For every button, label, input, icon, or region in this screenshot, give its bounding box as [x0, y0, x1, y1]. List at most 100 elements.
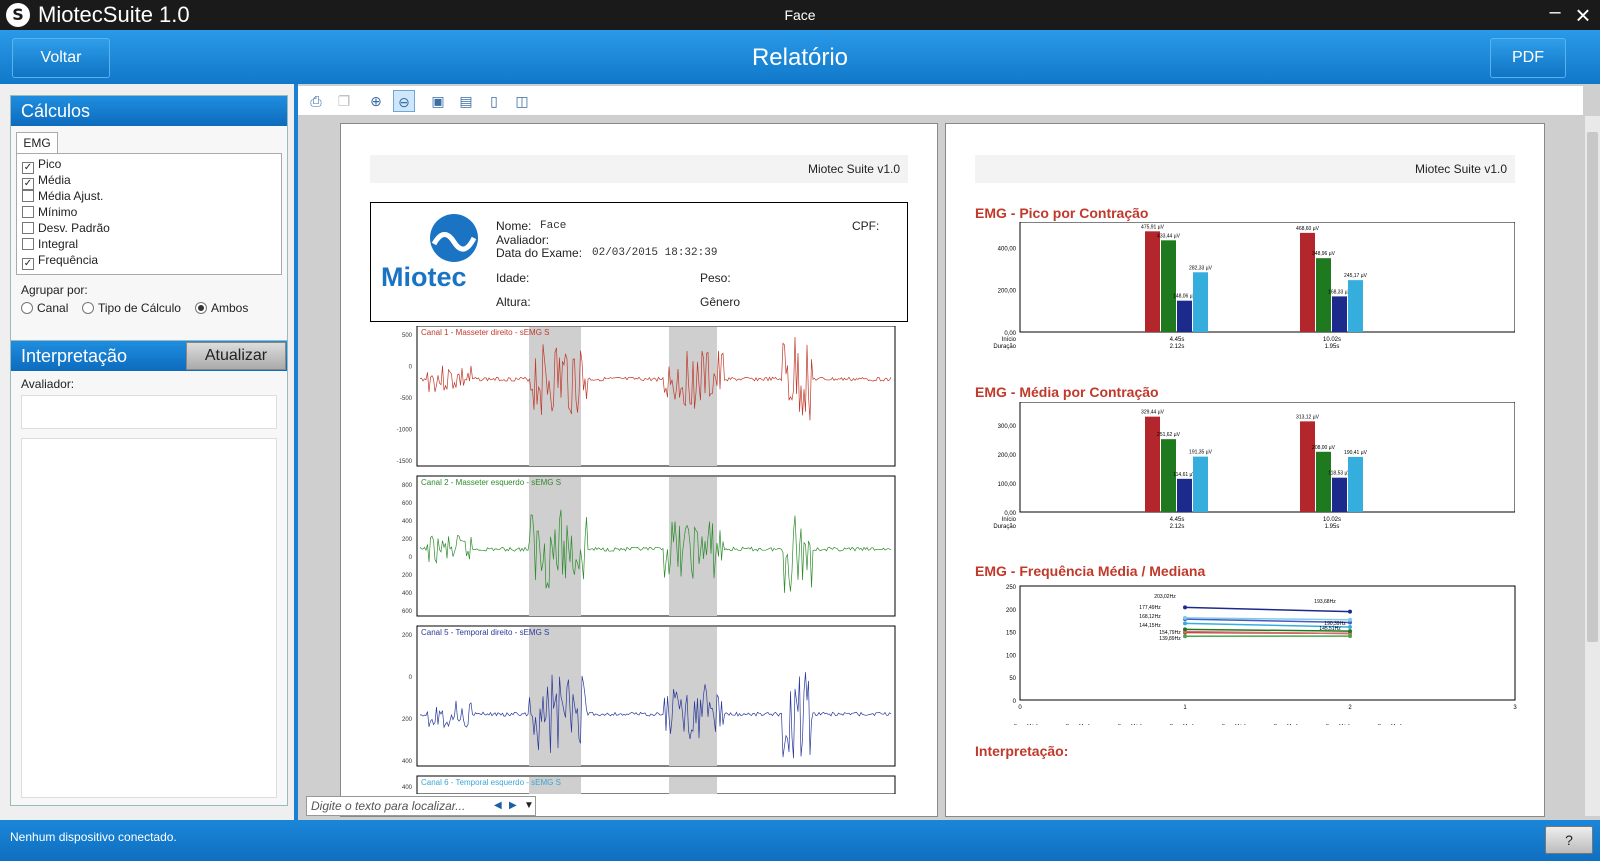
search-options-icon[interactable]: ▼ [524, 800, 534, 811]
avaliador-info-label: Avaliador: [496, 233, 550, 247]
bar [1161, 240, 1176, 332]
single-page-icon[interactable]: ▯ [490, 93, 498, 109]
option-label: Média Ajust. [38, 189, 104, 203]
group-option-label: Ambos [211, 301, 249, 315]
legend-label: Freq. Média [1222, 724, 1249, 725]
tick-label: 0 [409, 555, 413, 561]
data-point [1348, 620, 1352, 625]
agrupar-label: Agrupar por: [21, 283, 88, 297]
group-option-1[interactable]: Tipo de Cálculo [82, 301, 181, 315]
checkbox-icon[interactable] [22, 222, 34, 234]
channel-panel: Canal 5 - Temporal direito - sEMG S 200 0 2… [402, 625, 896, 767]
series-line [1184, 606, 1351, 613]
bar [1145, 416, 1160, 512]
group-option-2[interactable]: Ambos [195, 301, 248, 315]
option-5[interactable]: Integral [22, 237, 78, 253]
print-icon[interactable]: ⎙ [310, 93, 322, 109]
checkbox-icon[interactable]: ✓ [22, 258, 34, 270]
option-1[interactable]: ✓ Média [22, 173, 71, 190]
row-label: Duração [993, 524, 1016, 530]
zoom-in-icon[interactable]: ⊕ [370, 93, 382, 109]
copy-icon[interactable]: ❐ [337, 93, 351, 109]
tick-label: 400 [402, 519, 413, 525]
series-line [1184, 618, 1351, 624]
back-button[interactable]: Voltar [12, 38, 110, 78]
category-sublabel: 1.95s [1325, 524, 1340, 530]
status-text: Nenhum dispositivo conectado. [10, 830, 177, 844]
y-tick-label: 200,00 [998, 453, 1017, 459]
bar [1193, 272, 1208, 332]
data-point [1348, 629, 1352, 634]
zoom-out-icon[interactable]: ⊖ [393, 90, 415, 112]
option-label: Média [38, 173, 71, 187]
page-title: Relatório [751, 44, 849, 71]
y-tick-label: 250 [1006, 585, 1017, 591]
checkbox-icon[interactable]: ✓ [22, 178, 34, 190]
radio-icon[interactable] [21, 302, 33, 314]
avaliador-input[interactable] [21, 395, 277, 429]
miotec-logo-text: Miotec [381, 262, 467, 292]
help-button[interactable]: ? [1545, 826, 1593, 854]
radio-icon[interactable] [195, 302, 207, 314]
legend-label: Freq. Média [1118, 724, 1145, 725]
option-6[interactable]: ✓ Frequência [22, 253, 98, 270]
data-exame-label: Data do Exame: [496, 246, 583, 260]
bar-value-label: 191,35 µV [1189, 450, 1213, 456]
option-0[interactable]: ✓ Pico [22, 157, 61, 174]
calculos-title: Cálculos [11, 96, 287, 126]
pico-chart: 400,00 200,00 0,00 475,91 µV 433,44 µV 148,06… [993, 222, 1515, 350]
emg-trace [419, 509, 892, 593]
page-header: Miotec Suite v1.0 [370, 155, 908, 183]
checkbox-icon[interactable] [22, 238, 34, 250]
group-option-0[interactable]: Canal [21, 301, 68, 315]
atualizar-button[interactable]: Atualizar [186, 342, 286, 370]
y-tick-label: 0 [1013, 699, 1017, 705]
channel-title: Canal 1 - Masseter direito - sEMG S [421, 328, 549, 337]
genero-label: Gênero [700, 295, 741, 309]
emg-trace [419, 672, 892, 759]
option-4[interactable]: Desv. Padrão [22, 221, 110, 237]
checkbox-icon[interactable] [22, 206, 34, 218]
minimize-button[interactable]: – [1549, 1, 1561, 23]
peso-label: Peso: [700, 271, 731, 285]
contraction-band [669, 327, 717, 466]
option-label: Desv. Padrão [38, 221, 110, 235]
radio-icon[interactable] [82, 302, 94, 314]
y-tick-label: 0,00 [1004, 511, 1016, 517]
channel-title: Canal 5 - Temporal direito - sEMG S [421, 628, 549, 637]
search-prev-icon[interactable]: ◀ [494, 800, 502, 811]
pdf-button[interactable]: PDF [1490, 38, 1566, 78]
legend-label: Freq. Mediana [1378, 724, 1410, 725]
data-point [1348, 625, 1352, 630]
bar [1193, 456, 1208, 512]
option-3[interactable]: Mínimo [22, 205, 77, 221]
channel-panel: Canal 1 - Masseter direito - sEMG S 500 0 -… [397, 326, 896, 467]
emg-signals: Canal 1 - Masseter direito - sEMG S 500 0 -… [397, 326, 896, 794]
bar-value-label: 468,60 µV [1296, 226, 1320, 232]
scrollbar-thumb[interactable] [1587, 132, 1598, 642]
row-label: Início [1002, 337, 1017, 343]
freq-chart: 250 200 150 100 50 00 1 2 3 Freq. Média Freq. Medi… [1006, 585, 1517, 725]
tick-label: 200 [402, 573, 413, 579]
close-button[interactable]: × [1575, 0, 1591, 30]
calculos-options-box [16, 153, 282, 275]
point-label: 193,68Hz [1314, 599, 1336, 605]
interpretacao-textarea[interactable] [21, 438, 277, 798]
legend-label: Freq. Média [1326, 724, 1353, 725]
legend-label: Freq. Mediana [1170, 724, 1202, 725]
checkbox-icon[interactable]: ✓ [22, 162, 34, 174]
point-label: 139,89Hz [1159, 636, 1181, 642]
checkbox-icon[interactable] [22, 190, 34, 202]
header-bar [0, 30, 1600, 84]
option-2[interactable]: Média Ajust. [22, 189, 103, 205]
tick-label: 200 [402, 633, 413, 639]
row-label: Início [1002, 517, 1017, 523]
tab-emg[interactable]: EMG [16, 132, 58, 154]
channel-panel: Canal 2 - Masseter esquerdo - sEMG S 800 6… [402, 475, 896, 617]
series-line [1184, 622, 1351, 628]
fit-page-icon[interactable]: ▣ [431, 93, 445, 109]
fit-width-icon[interactable]: ▤ [459, 93, 473, 109]
search-input[interactable]: Digite o texto para localizar... [306, 796, 536, 816]
two-pages-icon[interactable]: ◫ [515, 93, 529, 109]
search-next-icon[interactable]: ▶ [509, 800, 517, 811]
